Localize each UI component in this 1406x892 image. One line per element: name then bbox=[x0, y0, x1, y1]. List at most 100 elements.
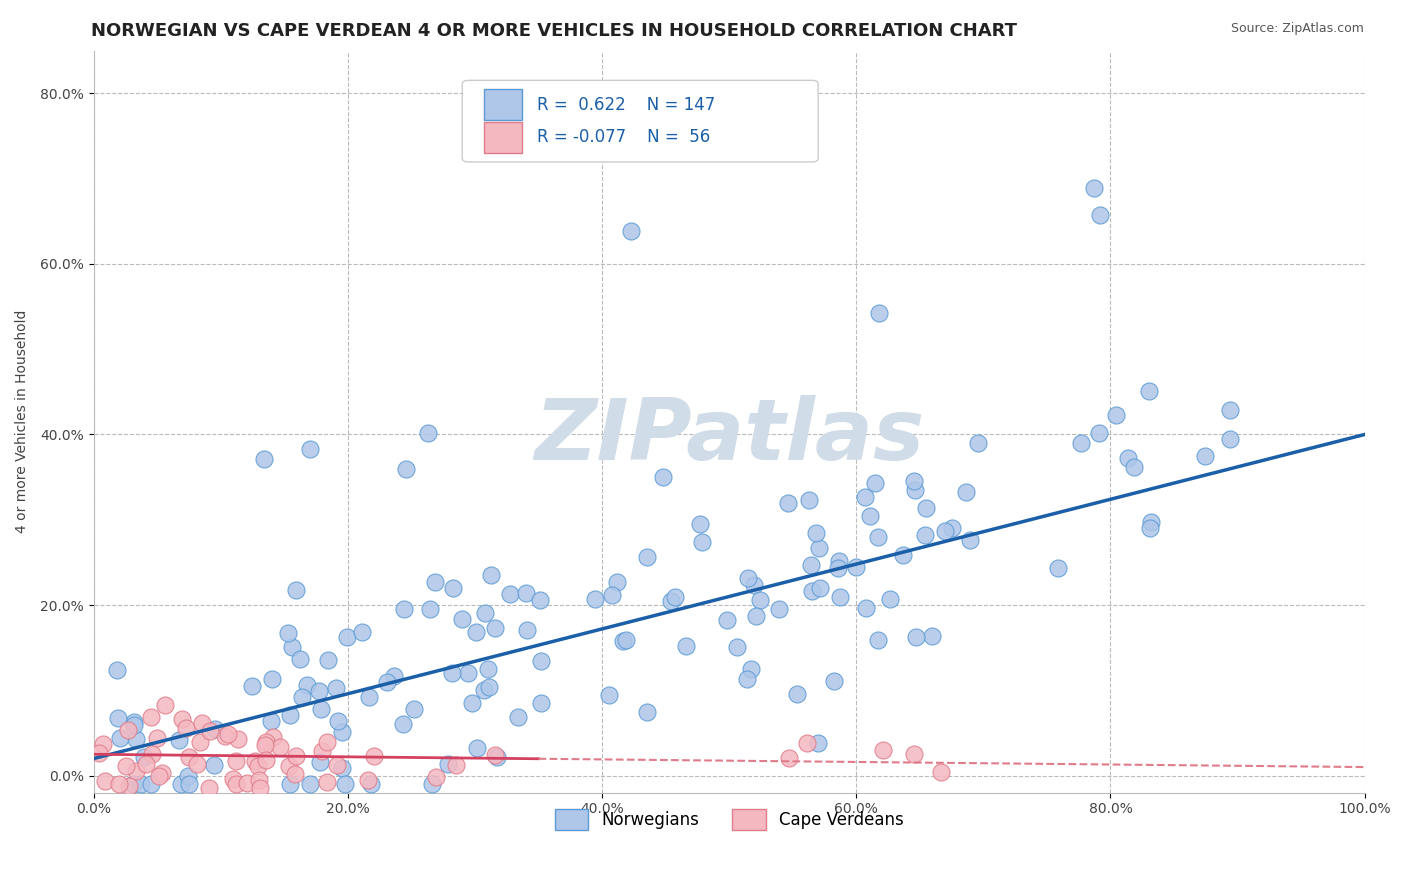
Point bbox=[277, 626, 299, 640]
Point bbox=[506, 710, 529, 724]
Point bbox=[606, 574, 628, 589]
Point bbox=[612, 633, 634, 648]
Point bbox=[903, 747, 925, 761]
Point bbox=[614, 632, 637, 647]
Point bbox=[108, 731, 131, 745]
Point bbox=[132, 749, 155, 764]
Point bbox=[484, 621, 506, 635]
Point bbox=[464, 625, 486, 640]
Point bbox=[690, 534, 713, 549]
Text: NORWEGIAN VS CAPE VERDEAN 4 OR MORE VEHICLES IN HOUSEHOLD CORRELATION CHART: NORWEGIAN VS CAPE VERDEAN 4 OR MORE VEHI… bbox=[91, 22, 1018, 40]
Point bbox=[797, 493, 820, 508]
Point bbox=[778, 495, 800, 509]
Point bbox=[806, 525, 828, 540]
Point bbox=[749, 592, 772, 607]
Point bbox=[382, 669, 405, 683]
Point bbox=[141, 710, 163, 724]
Point bbox=[89, 746, 111, 760]
Point bbox=[284, 583, 307, 598]
Point bbox=[689, 517, 711, 532]
Point bbox=[262, 730, 284, 744]
Point bbox=[868, 306, 890, 320]
Point bbox=[420, 777, 443, 791]
Point bbox=[583, 592, 606, 607]
Point bbox=[177, 769, 200, 783]
Point bbox=[146, 731, 169, 746]
Point bbox=[808, 581, 831, 595]
Point bbox=[1219, 403, 1241, 417]
Point bbox=[298, 442, 321, 457]
Point bbox=[598, 688, 620, 702]
Point bbox=[863, 476, 886, 491]
Point bbox=[441, 581, 464, 595]
Point bbox=[118, 780, 141, 794]
Point bbox=[620, 224, 643, 238]
Point bbox=[94, 774, 117, 789]
Point bbox=[316, 652, 339, 666]
Point bbox=[879, 591, 901, 606]
Point bbox=[530, 654, 553, 668]
Point bbox=[903, 475, 925, 489]
Point bbox=[955, 484, 977, 499]
Point bbox=[295, 678, 318, 692]
Point bbox=[204, 722, 226, 736]
Point bbox=[326, 757, 349, 772]
Point bbox=[1083, 180, 1105, 194]
Point bbox=[828, 590, 851, 604]
Point bbox=[859, 508, 882, 523]
Point bbox=[823, 674, 845, 689]
Point bbox=[141, 747, 163, 761]
Point bbox=[105, 663, 128, 677]
Point bbox=[392, 601, 415, 615]
Point bbox=[744, 609, 766, 624]
Point bbox=[308, 684, 330, 698]
FancyBboxPatch shape bbox=[463, 80, 818, 162]
Point bbox=[225, 777, 247, 791]
Point bbox=[352, 625, 374, 640]
Point bbox=[198, 723, 221, 738]
Point bbox=[125, 764, 148, 779]
Y-axis label: 4 or more Vehicles in Household: 4 or more Vehicles in Household bbox=[15, 310, 30, 533]
Point bbox=[190, 715, 212, 730]
Point bbox=[515, 586, 537, 600]
Point bbox=[1105, 408, 1128, 422]
Point bbox=[418, 426, 440, 441]
Point bbox=[465, 741, 488, 756]
Point bbox=[914, 527, 936, 541]
Point bbox=[872, 743, 894, 757]
Point bbox=[779, 751, 801, 765]
Point bbox=[392, 717, 415, 731]
Point bbox=[278, 777, 301, 791]
Point bbox=[786, 688, 808, 702]
Point bbox=[600, 588, 623, 602]
Point bbox=[1047, 561, 1070, 575]
Point bbox=[868, 632, 890, 647]
Point bbox=[828, 554, 851, 568]
Point bbox=[249, 781, 271, 796]
Point bbox=[316, 734, 339, 748]
Point bbox=[179, 750, 201, 764]
Point bbox=[740, 662, 762, 676]
Legend: Norwegians, Cape Verdeans: Norwegians, Cape Verdeans bbox=[548, 803, 911, 837]
Point bbox=[636, 706, 658, 720]
Point bbox=[253, 738, 276, 752]
Point bbox=[725, 640, 748, 655]
Point bbox=[222, 772, 245, 786]
Point bbox=[269, 740, 291, 755]
Point bbox=[298, 777, 321, 791]
Point bbox=[108, 777, 131, 791]
Point bbox=[188, 735, 211, 749]
Point bbox=[664, 591, 686, 605]
Point bbox=[855, 601, 877, 615]
Point bbox=[150, 765, 173, 780]
Point bbox=[499, 587, 522, 601]
Point bbox=[328, 714, 350, 729]
Point bbox=[139, 777, 162, 791]
Point bbox=[1116, 450, 1139, 465]
Point bbox=[311, 744, 333, 758]
Point bbox=[247, 759, 270, 773]
Point bbox=[845, 559, 868, 574]
Point bbox=[153, 698, 176, 712]
Point bbox=[114, 758, 136, 772]
Point bbox=[332, 761, 354, 775]
